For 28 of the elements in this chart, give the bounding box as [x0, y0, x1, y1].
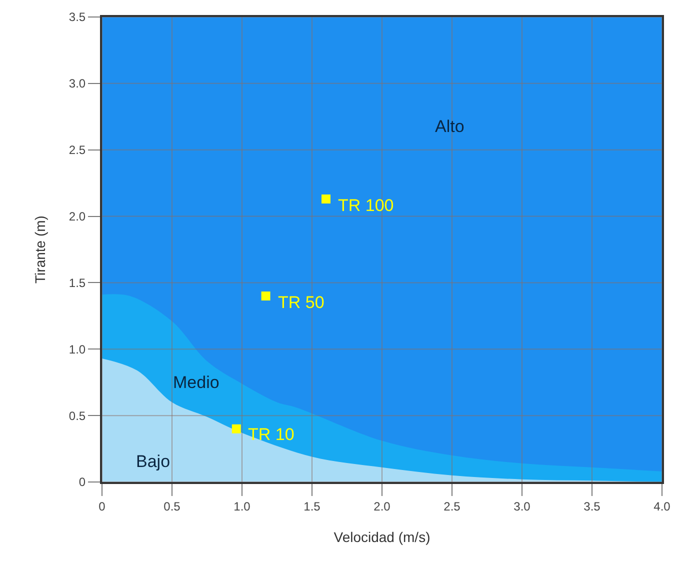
x-tick-label: 3.5	[584, 499, 601, 514]
x-tick-label: 1.5	[304, 499, 321, 514]
x-axis-title: Velocidad (m/s)	[334, 529, 430, 546]
series-label: Medio	[173, 373, 220, 392]
series-label: Alto	[435, 117, 464, 136]
y-tick-label: 0	[78, 475, 86, 490]
annotation: TR 50	[278, 293, 324, 312]
x-tick-label: 1.0	[234, 499, 251, 514]
x-tick-label: 3.0	[514, 499, 531, 514]
y-tick-label: 1.0	[68, 342, 86, 356]
x-tick-label: 2.0	[374, 499, 391, 514]
y-tick-label: 3.0	[68, 76, 86, 91]
y-tick-label: 3.5	[68, 10, 86, 24]
y-tick-label: 1.5	[68, 276, 86, 290]
x-tick-label: 4.0	[654, 499, 671, 514]
y-tick-label: 2.0	[68, 209, 86, 224]
y-tick-label: 0.5	[68, 408, 86, 423]
point	[261, 292, 270, 300]
x-tick-label: 0	[98, 499, 106, 514]
point	[322, 194, 330, 204]
y-axis-title: Tirante (m)	[32, 216, 48, 284]
x-tick-label: 0.5	[164, 499, 181, 514]
y-tick-label: 2.5	[68, 143, 86, 158]
annotation: TR 10	[248, 425, 294, 444]
x-tick-label: 2.5	[444, 499, 461, 514]
series-label: Bajo	[136, 452, 170, 471]
point	[232, 424, 241, 434]
annotation: TR 100	[338, 196, 394, 215]
